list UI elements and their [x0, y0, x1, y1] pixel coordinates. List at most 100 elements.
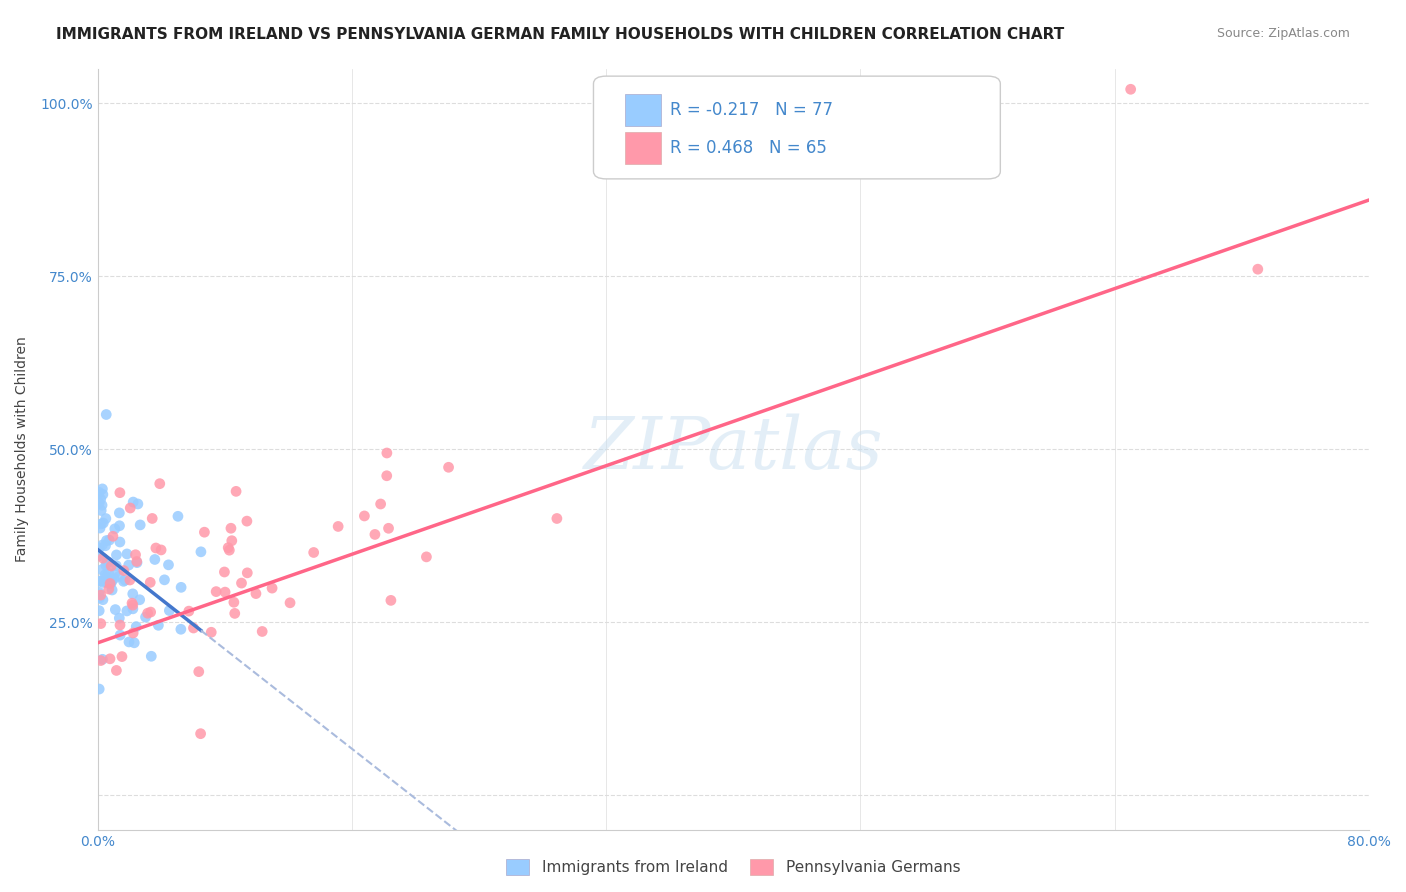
Point	[104, 522, 127, 536]
Point	[90, 503, 112, 517]
Point	[187, 665, 209, 679]
Point	[114, 573, 136, 587]
Text: IMMIGRANTS FROM IRELAND VS PENNSYLVANIA GERMAN FAMILY HOUSEHOLDS WITH CHILDREN C: IMMIGRANTS FROM IRELAND VS PENNSYLVANIA …	[56, 27, 1064, 42]
Point	[157, 558, 180, 572]
Point	[118, 635, 141, 649]
Point	[125, 619, 148, 633]
Point	[112, 564, 135, 578]
Point	[89, 681, 111, 696]
Point	[104, 566, 127, 580]
Point	[377, 521, 399, 535]
Point	[183, 621, 205, 635]
Point	[96, 556, 118, 570]
Point	[380, 593, 402, 607]
Point	[108, 485, 131, 500]
Point	[90, 588, 112, 602]
Point	[91, 516, 114, 530]
Point	[122, 626, 145, 640]
Point	[205, 584, 228, 599]
Point	[98, 652, 121, 666]
Point	[125, 556, 148, 570]
Point	[91, 551, 114, 566]
Point	[236, 566, 259, 580]
Y-axis label: Family Households with Children: Family Households with Children	[15, 336, 30, 562]
Point	[91, 498, 114, 512]
Point	[125, 554, 148, 568]
Point	[105, 664, 128, 678]
Point	[145, 541, 167, 555]
FancyBboxPatch shape	[626, 95, 661, 127]
Point	[91, 575, 114, 590]
Point	[90, 616, 112, 631]
Point	[96, 533, 118, 548]
FancyBboxPatch shape	[626, 132, 661, 164]
Text: Source: ZipAtlas.com: Source: ZipAtlas.com	[1216, 27, 1350, 40]
Point	[302, 545, 325, 559]
Point	[101, 529, 124, 543]
Point	[375, 446, 398, 460]
Point	[94, 539, 117, 553]
Point	[122, 636, 145, 650]
Point	[89, 591, 111, 605]
Point	[108, 569, 131, 583]
Point	[91, 652, 114, 666]
Point	[139, 575, 162, 590]
Point	[105, 548, 128, 562]
Point	[250, 624, 273, 639]
Point	[190, 727, 212, 741]
Point	[90, 516, 112, 531]
Point	[97, 582, 120, 596]
Point	[150, 543, 173, 558]
Point	[153, 573, 176, 587]
Point	[103, 572, 125, 586]
Point	[121, 596, 143, 610]
Point	[89, 574, 111, 588]
Point	[139, 605, 162, 619]
Point	[437, 460, 460, 475]
Point	[214, 565, 236, 579]
Point	[219, 521, 242, 535]
Point	[90, 654, 112, 668]
Point	[127, 497, 149, 511]
Point	[222, 595, 245, 609]
Point	[104, 602, 127, 616]
Point	[94, 567, 117, 582]
Point	[98, 533, 121, 548]
Point	[89, 585, 111, 599]
Point	[353, 508, 375, 523]
Point	[328, 519, 350, 533]
Point	[157, 603, 180, 617]
Point	[415, 549, 437, 564]
Point	[108, 628, 131, 642]
Point	[105, 558, 128, 573]
Point	[90, 574, 112, 588]
Point	[97, 576, 120, 591]
Point	[221, 533, 243, 548]
Point	[90, 492, 112, 507]
Point	[236, 514, 259, 528]
Point	[1119, 82, 1142, 96]
Legend: Immigrants from Ireland, Pennsylvania Germans: Immigrants from Ireland, Pennsylvania Ge…	[499, 852, 967, 883]
Point	[214, 585, 236, 599]
Point	[115, 604, 138, 618]
Point	[97, 555, 120, 569]
Point	[190, 545, 212, 559]
Point	[115, 547, 138, 561]
Point	[108, 506, 131, 520]
Point	[91, 482, 114, 496]
Point	[262, 581, 284, 595]
Point	[91, 538, 114, 552]
Point	[101, 582, 124, 597]
Point	[96, 408, 118, 422]
Point	[89, 485, 111, 500]
Point	[124, 548, 146, 562]
Point	[136, 606, 159, 620]
Point	[108, 618, 131, 632]
Text: ZIPatlas: ZIPatlas	[583, 414, 883, 484]
Point	[118, 558, 141, 573]
Point	[108, 535, 131, 549]
Point	[128, 592, 150, 607]
Point	[149, 476, 172, 491]
Point	[170, 580, 193, 594]
FancyBboxPatch shape	[593, 76, 1000, 179]
